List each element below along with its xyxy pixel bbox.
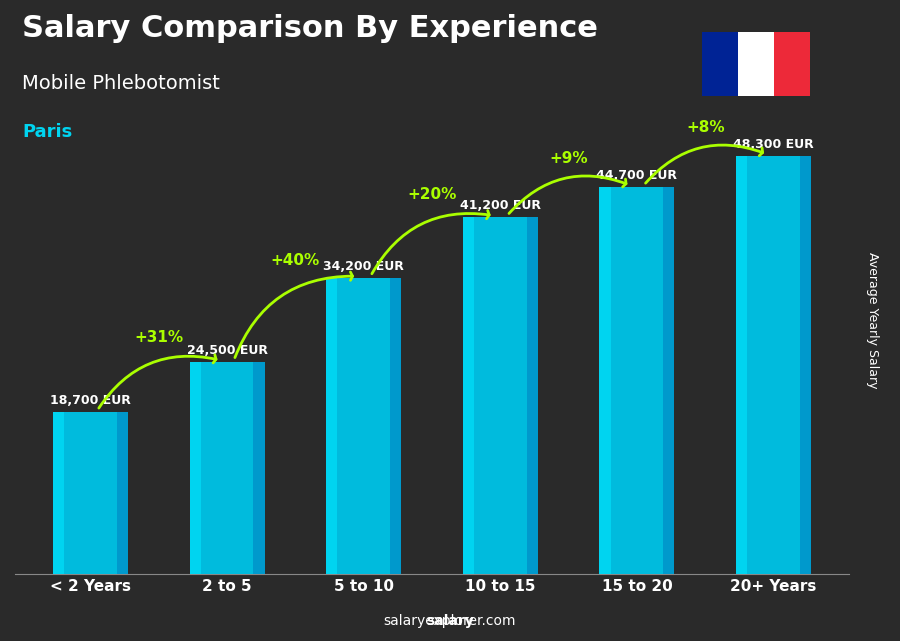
Bar bbox=[738, 32, 774, 96]
Text: 44,700 EUR: 44,700 EUR bbox=[597, 169, 678, 182]
Text: Mobile Phlebotomist: Mobile Phlebotomist bbox=[22, 74, 220, 93]
Bar bbox=[736, 156, 811, 574]
Bar bbox=[254, 362, 265, 574]
Bar bbox=[117, 412, 128, 574]
Text: +8%: +8% bbox=[686, 120, 724, 135]
Text: +40%: +40% bbox=[271, 253, 320, 267]
Bar bbox=[463, 217, 474, 574]
Bar bbox=[599, 187, 674, 574]
Text: 18,700 EUR: 18,700 EUR bbox=[50, 394, 130, 407]
Text: Paris: Paris bbox=[22, 122, 72, 141]
Bar bbox=[326, 278, 401, 574]
Text: 48,300 EUR: 48,300 EUR bbox=[734, 138, 814, 151]
Bar bbox=[190, 362, 201, 574]
Text: salaryexplorer.com: salaryexplorer.com bbox=[383, 614, 517, 628]
Text: +9%: +9% bbox=[549, 151, 588, 166]
Text: Average Yearly Salary: Average Yearly Salary bbox=[867, 253, 879, 388]
Bar bbox=[800, 156, 811, 574]
Text: Salary Comparison By Experience: Salary Comparison By Experience bbox=[22, 14, 598, 43]
Text: 41,200 EUR: 41,200 EUR bbox=[460, 199, 541, 212]
Bar bbox=[526, 217, 538, 574]
Bar bbox=[702, 32, 738, 96]
Bar bbox=[390, 278, 401, 574]
Bar bbox=[326, 278, 338, 574]
Text: 34,200 EUR: 34,200 EUR bbox=[323, 260, 404, 272]
Bar bbox=[599, 187, 610, 574]
Bar bbox=[736, 156, 747, 574]
Bar bbox=[463, 217, 538, 574]
Bar bbox=[774, 32, 810, 96]
Text: +20%: +20% bbox=[408, 187, 456, 203]
Bar bbox=[190, 362, 265, 574]
Text: +31%: +31% bbox=[134, 330, 184, 345]
Text: salary: salary bbox=[426, 614, 474, 628]
Bar bbox=[53, 412, 64, 574]
Bar bbox=[663, 187, 674, 574]
Text: 24,500 EUR: 24,500 EUR bbox=[186, 344, 267, 356]
Bar bbox=[53, 412, 128, 574]
